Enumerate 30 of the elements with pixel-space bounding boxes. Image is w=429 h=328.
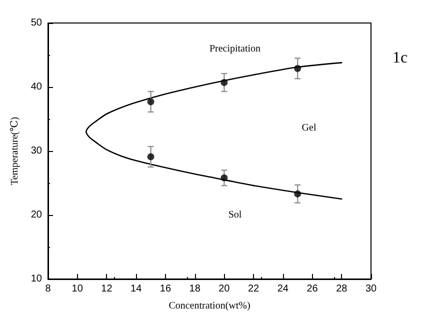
x-tick-label: 16 <box>160 284 172 294</box>
x-tick-label: 14 <box>130 284 142 294</box>
x-tick-label: 18 <box>189 284 201 294</box>
point <box>220 174 228 182</box>
point <box>220 79 228 86</box>
x-tick-label: 20 <box>218 284 230 294</box>
x-tick-label: 26 <box>306 284 318 294</box>
x-tick-label: 8 <box>45 284 52 294</box>
point <box>147 98 154 106</box>
x-axis-title: Concentration(wt%) <box>168 300 250 312</box>
text: 1c <box>392 50 408 66</box>
x-tick-label: 30 <box>365 284 377 294</box>
x-tick-label: 10 <box>72 284 84 294</box>
y-tick-label: 20 <box>30 210 42 220</box>
y-axis-title: Temperature(℃) <box>9 116 20 186</box>
x-tick-label: 24 <box>277 284 289 294</box>
point <box>147 153 154 160</box>
x-tick-label: 22 <box>248 284 260 294</box>
x-tick-label: 28 <box>336 284 348 294</box>
y-tick-label: 50 <box>30 18 42 28</box>
y-tick-label: 30 <box>30 146 42 156</box>
x-tick-label: 12 <box>101 284 113 294</box>
annotation: Gel <box>302 122 316 134</box>
y-tick-label: 10 <box>30 274 42 284</box>
annotation: Precipitation <box>209 44 261 54</box>
point <box>294 190 302 198</box>
line-series <box>86 62 342 200</box>
y-tick-label: 40 <box>30 82 42 92</box>
annotation: Sol <box>228 210 242 220</box>
point <box>294 64 302 72</box>
